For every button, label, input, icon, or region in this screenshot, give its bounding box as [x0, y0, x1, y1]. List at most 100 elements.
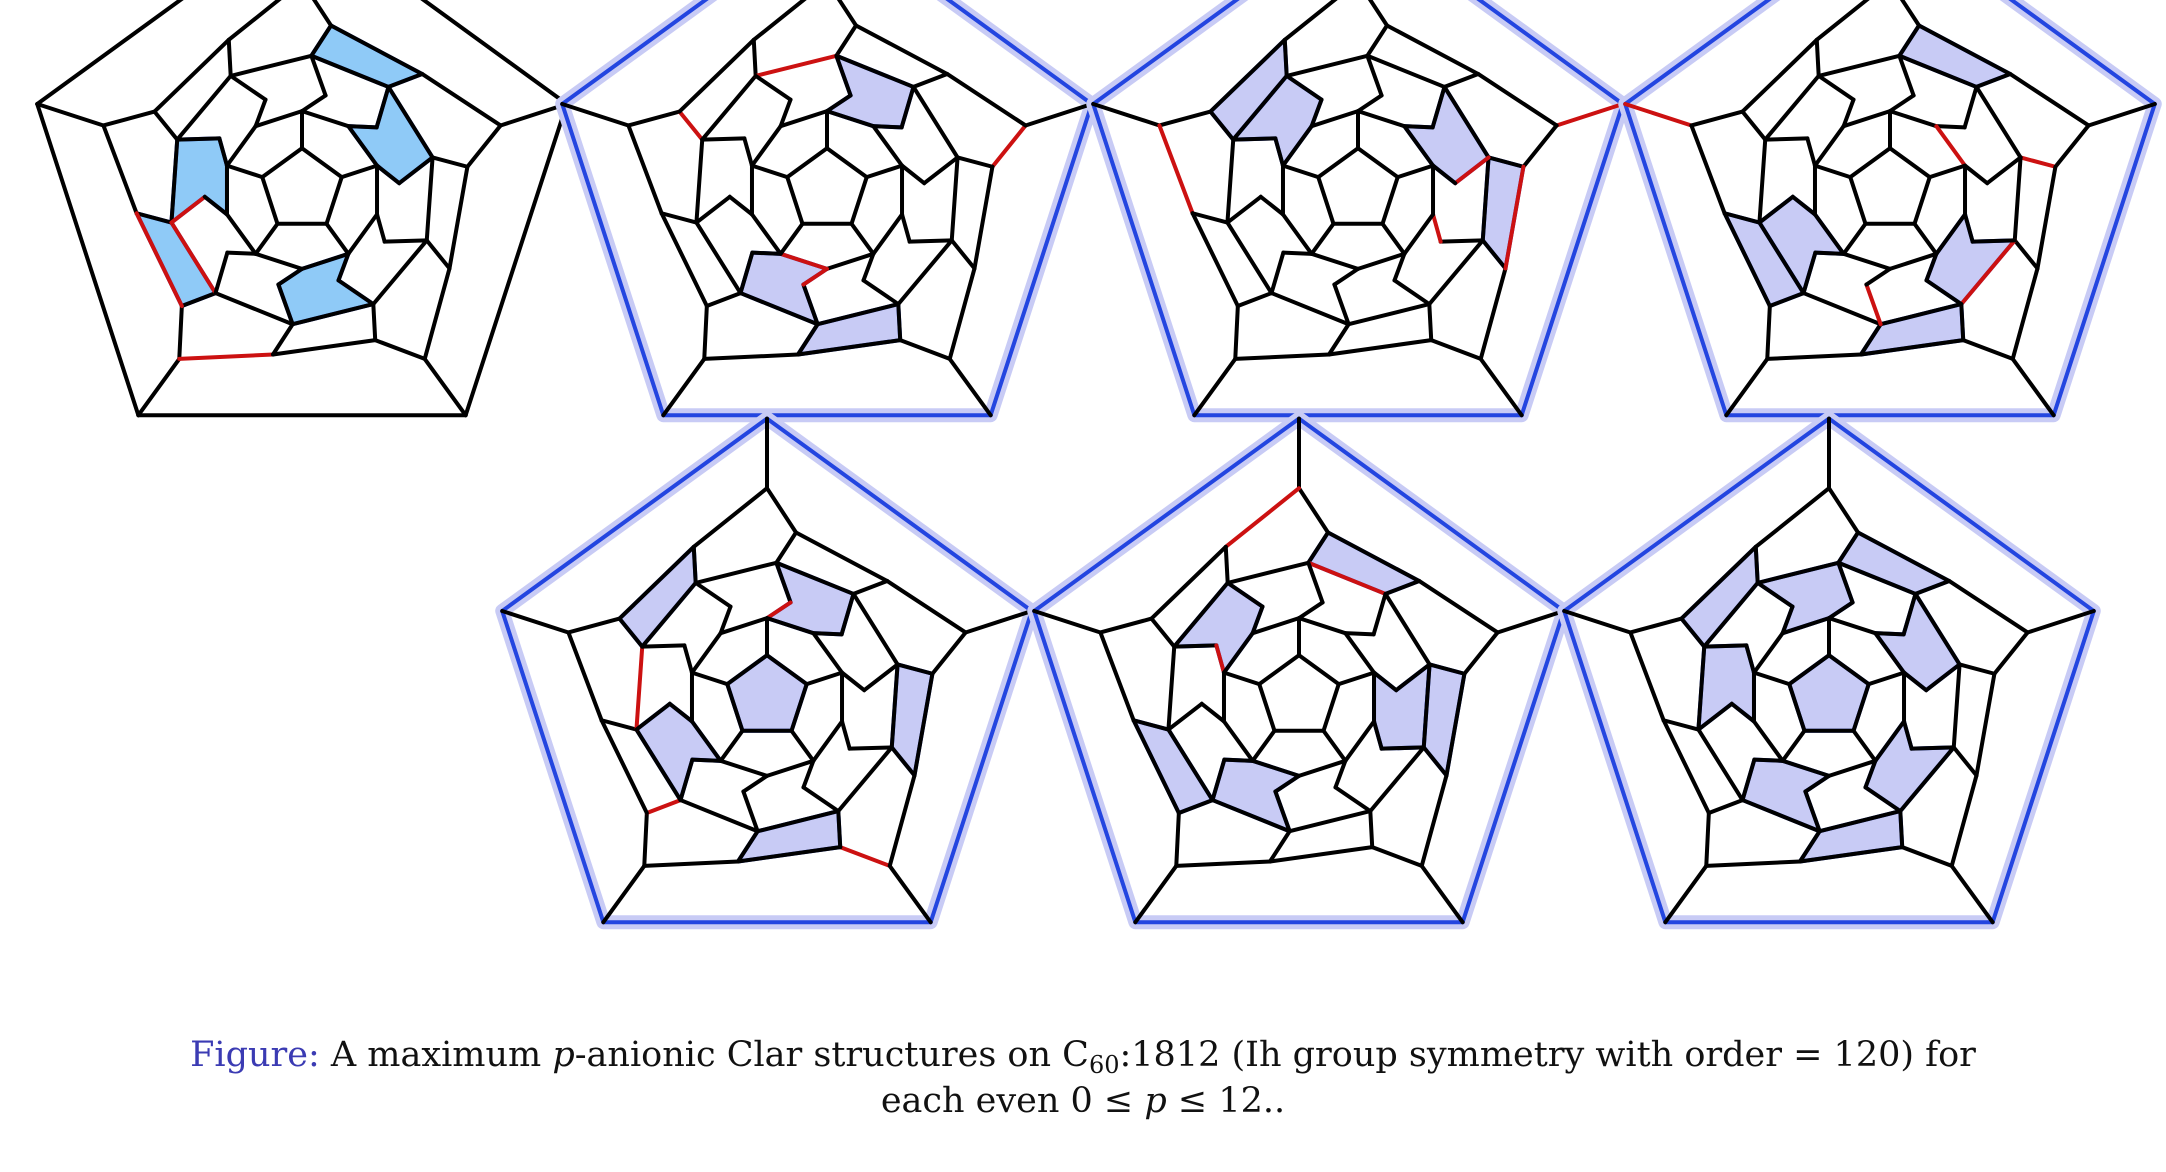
ring-edge — [1356, 251, 1407, 271]
radial-edge — [1356, 93, 1384, 114]
spoke-edge — [601, 863, 647, 925]
radial-edge — [839, 591, 856, 637]
radial-edge — [659, 211, 699, 225]
ring-edge — [290, 302, 376, 327]
radial-edge — [1372, 670, 1399, 693]
star-edge — [1297, 486, 1331, 535]
radial-edge — [1836, 530, 1861, 565]
ring-edge — [1221, 631, 1255, 675]
radial-edge — [1722, 211, 1762, 225]
radial-edge — [834, 53, 853, 98]
radial-edge — [1273, 136, 1285, 168]
radial-edge — [1959, 302, 1966, 343]
ring-edge — [270, 338, 378, 357]
star-edge — [702, 304, 709, 361]
radial-edge — [861, 251, 876, 283]
radial-edge — [871, 124, 904, 130]
ring-edge — [346, 124, 380, 168]
inner-edge — [1316, 146, 1360, 180]
ring-edge — [1297, 616, 1348, 636]
radial-edge — [644, 798, 683, 816]
clar-diagram-p10 — [1027, 411, 1571, 930]
ring-edge — [1702, 580, 1760, 649]
radial-edge — [309, 23, 334, 58]
radial-edge — [1757, 194, 1795, 225]
radial-edge — [677, 109, 705, 142]
radial-edge — [1430, 84, 1447, 130]
ring-edge — [896, 238, 954, 307]
clar-diagram-p8 — [495, 411, 1039, 930]
star-edge — [1367, 0, 1390, 28]
ring-edge — [169, 220, 218, 296]
radial-edge — [276, 266, 304, 287]
spoke-edge — [1419, 863, 1465, 925]
radial-edge — [1306, 530, 1331, 565]
inner-edge — [1316, 175, 1336, 226]
ring-edge — [694, 137, 705, 225]
radial-edge — [1924, 278, 1964, 307]
ring-edge — [1797, 845, 1905, 864]
radial-edge — [801, 266, 829, 287]
star-edge — [990, 123, 1028, 169]
radial-edge — [1902, 670, 1929, 693]
radial-edge — [1166, 701, 1204, 732]
radial-edge — [226, 37, 233, 78]
ring-edge — [1722, 211, 1772, 309]
spoke-edge — [1562, 608, 1633, 635]
radial-edge — [228, 73, 268, 102]
star-edge — [751, 0, 807, 42]
radial-edge — [1442, 71, 1481, 89]
inner-spoke-edge — [1812, 163, 1853, 180]
radial-edge — [1934, 124, 1967, 130]
ring-edge — [1836, 560, 1918, 596]
radial-edge — [424, 238, 452, 271]
outer-edge — [2051, 101, 2157, 418]
radial-edge — [691, 544, 698, 585]
ring-edge — [815, 302, 901, 327]
inner-edge — [260, 146, 304, 180]
radial-edge — [1729, 701, 1756, 724]
ring-edge — [329, 23, 425, 76]
radial-edge — [1392, 251, 1407, 283]
star-edge — [226, 0, 282, 42]
star-edge — [1174, 859, 1272, 868]
inner-edge — [1787, 682, 1807, 733]
radial-edge — [765, 600, 793, 621]
radial-edge — [738, 250, 755, 296]
ring-edge — [1740, 37, 1819, 114]
outer-edge — [1460, 608, 1566, 925]
ring-edge — [1326, 338, 1434, 357]
star-edge — [1949, 773, 1979, 868]
star-edge — [566, 616, 622, 635]
inner-edge — [1297, 653, 1341, 687]
star-edge — [1753, 486, 1831, 549]
outer-edge — [1827, 416, 2096, 613]
ring-edge — [851, 591, 900, 667]
radial-edge — [742, 136, 754, 168]
radial-edge — [895, 662, 935, 676]
radial-edge — [1190, 211, 1230, 225]
ring-edge — [1740, 798, 1822, 834]
radial-edge — [1149, 616, 1177, 649]
ring-edge — [1346, 302, 1432, 327]
ring-edge — [1696, 727, 1745, 803]
ring-edge — [871, 212, 905, 256]
radial-edge — [1438, 238, 1485, 244]
radial-edge — [634, 701, 672, 732]
ring-edge — [599, 718, 649, 816]
inner-edge — [1787, 653, 1831, 687]
ring-edge — [224, 124, 258, 168]
ring-edge — [811, 631, 845, 675]
inner-spoke-edge — [253, 221, 280, 256]
ring-edge — [1780, 616, 1831, 636]
radial-edge — [922, 155, 960, 186]
inner-edge — [1257, 653, 1301, 687]
inner-spoke-edge — [1912, 221, 1939, 256]
radial-edge — [1740, 757, 1757, 803]
star-edge — [465, 123, 503, 169]
inner-edge — [1356, 146, 1400, 180]
radial-edge — [727, 194, 754, 217]
inner-spoke-edge — [224, 163, 265, 180]
star-edge — [1233, 352, 1331, 361]
ring-edge — [825, 109, 876, 129]
